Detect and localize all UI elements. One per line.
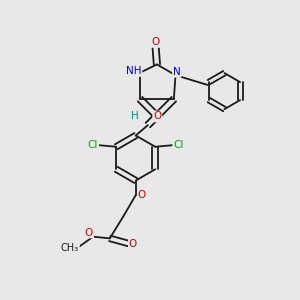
Text: N: N bbox=[173, 67, 181, 77]
Text: Cl: Cl bbox=[173, 140, 184, 150]
Text: O: O bbox=[151, 37, 159, 47]
Text: H: H bbox=[131, 112, 139, 122]
Text: Cl: Cl bbox=[88, 140, 98, 150]
Text: O: O bbox=[138, 190, 146, 200]
Text: O: O bbox=[129, 238, 137, 249]
Text: O: O bbox=[85, 227, 93, 238]
Text: NH: NH bbox=[126, 66, 142, 76]
Text: CH₃: CH₃ bbox=[61, 243, 79, 253]
Text: O: O bbox=[153, 112, 161, 122]
